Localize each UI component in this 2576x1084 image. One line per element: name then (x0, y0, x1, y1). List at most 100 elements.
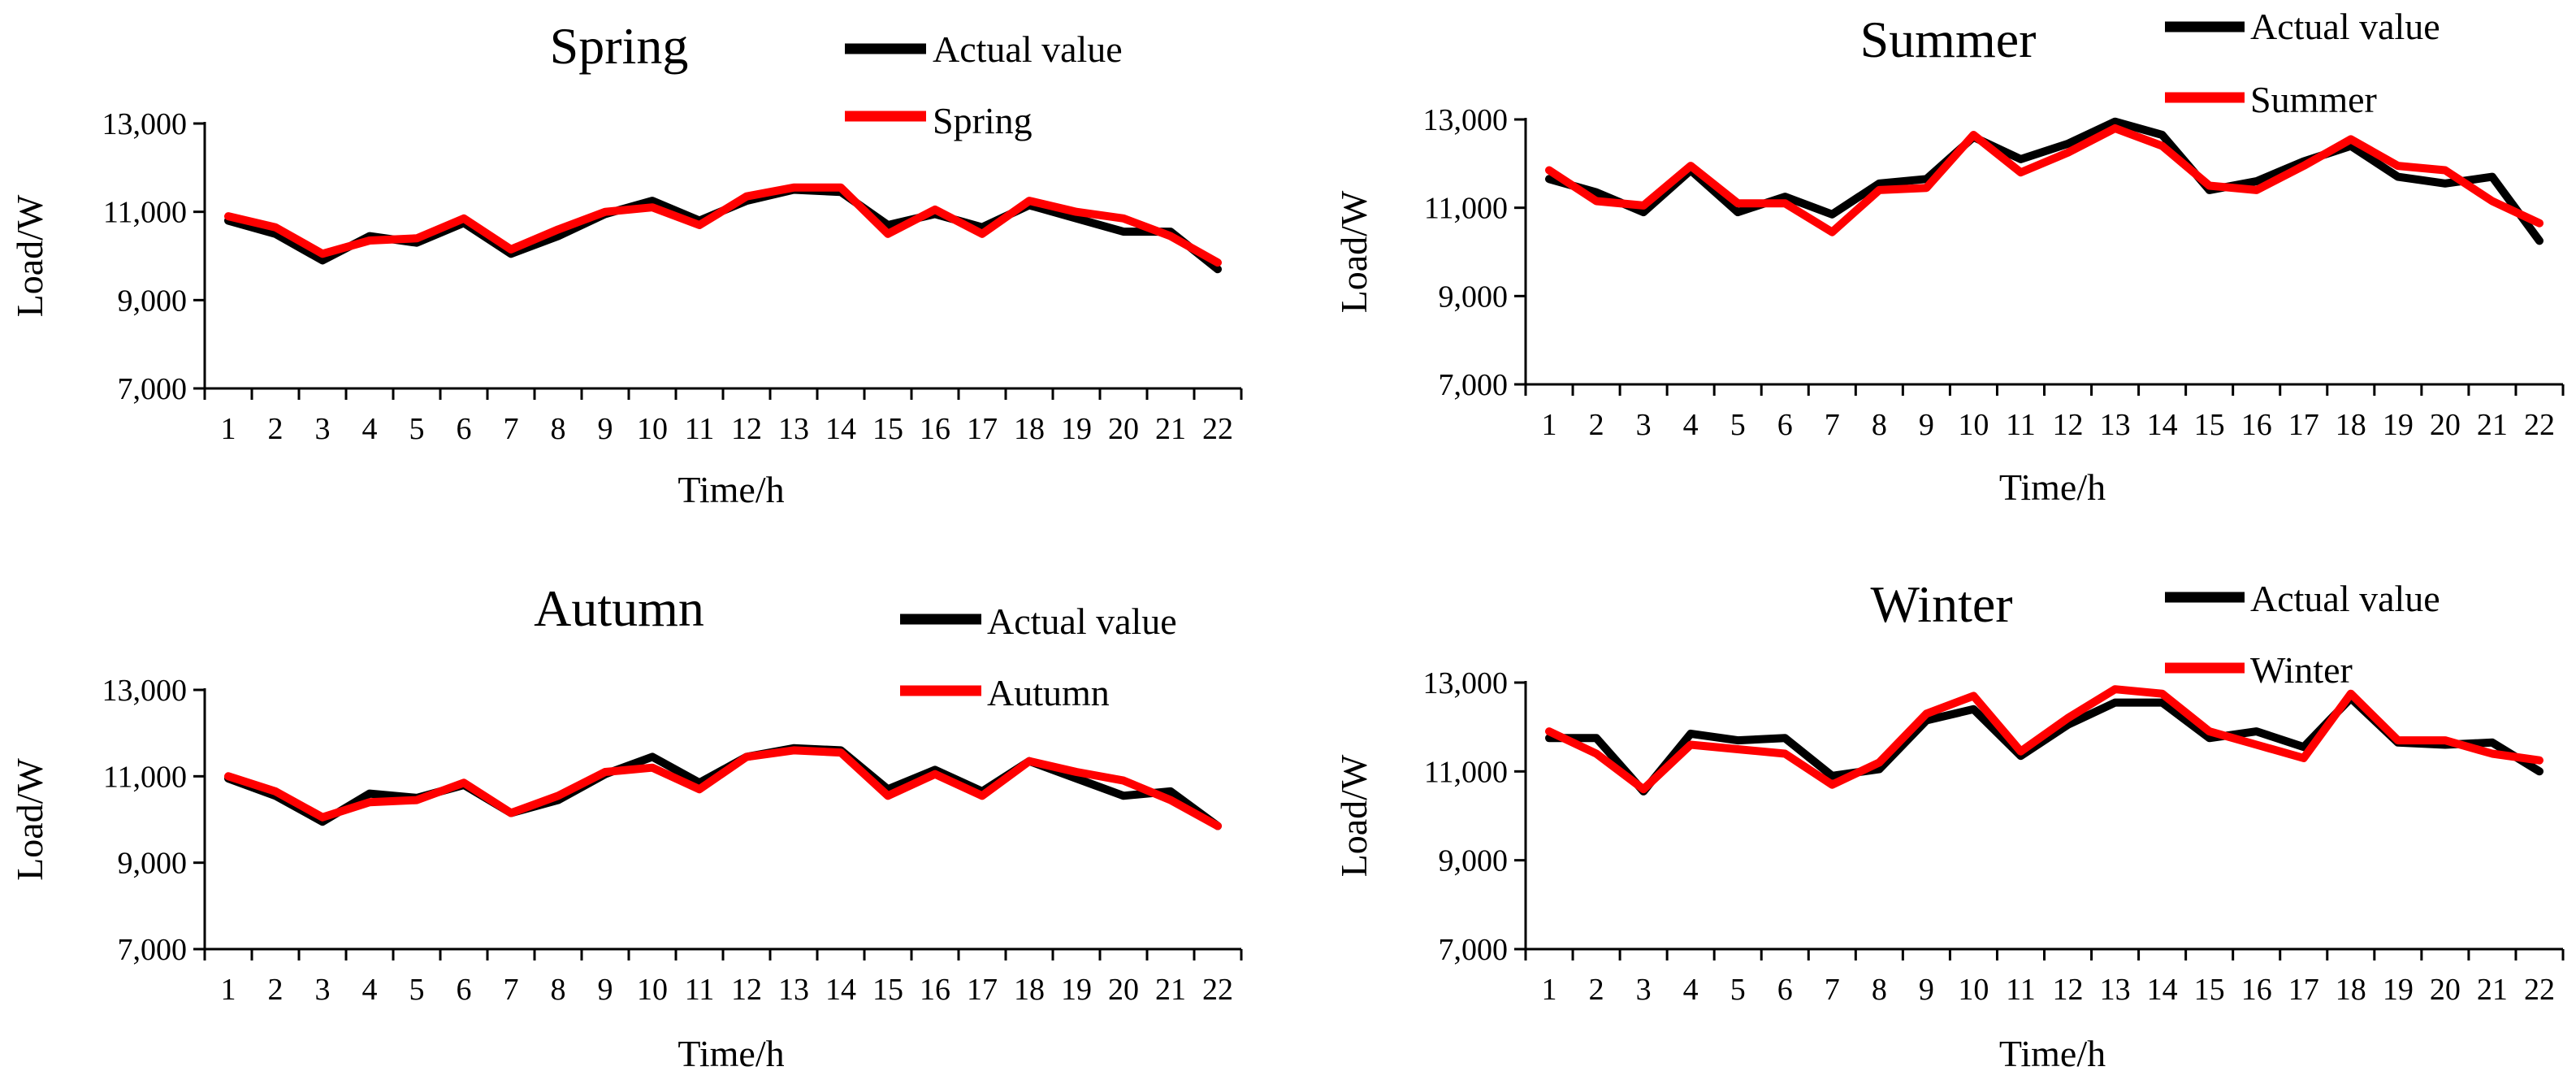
series-line-forecast (224, 183, 1222, 267)
y-tick-label: 11,000 (1424, 192, 1508, 226)
x-tick-label: 11 (2006, 408, 2036, 442)
y-tick-label: 7,000 (118, 933, 188, 967)
x-tick-label: 19 (2383, 973, 2414, 1007)
series-line-forecast (1545, 685, 2544, 794)
chart-title: Autumn (534, 579, 704, 637)
x-tick-label: 1 (221, 973, 236, 1007)
y-tick-label: 9,000 (1439, 844, 1509, 878)
x-tick-label: 7 (504, 412, 519, 446)
y-axis-title: Load/W (9, 194, 50, 317)
y-tick-label: 7,000 (118, 372, 188, 406)
x-axis-title: Time/h (1999, 1033, 2106, 1074)
x-tick-label: 10 (637, 973, 668, 1007)
x-tick-label: 11 (2006, 973, 2036, 1007)
x-tick-label: 2 (268, 412, 284, 446)
x-tick-label: 15 (872, 412, 903, 446)
x-tick-label: 21 (1155, 412, 1186, 446)
legend-label: Winter (2250, 649, 2353, 691)
x-tick-label: 7 (1825, 973, 1840, 1007)
x-tick-label: 20 (2430, 408, 2461, 442)
x-tick-label: 19 (2383, 408, 2414, 442)
chart-title: Spring (550, 17, 689, 75)
chart-title: Summer (1860, 11, 2037, 68)
x-tick-label: 15 (872, 973, 903, 1007)
x-tick-label: 7 (504, 973, 519, 1007)
x-tick-label: 18 (1014, 973, 1045, 1007)
y-tick-label: 13,000 (1423, 666, 1509, 700)
x-tick-label: 14 (2147, 408, 2178, 442)
x-tick-label: 18 (2336, 973, 2366, 1007)
x-tick-label: 4 (1683, 973, 1699, 1007)
y-tick-label: 9,000 (118, 284, 188, 318)
y-axis-title: Load/W (1333, 190, 1375, 313)
x-tick-label: 13 (2100, 973, 2131, 1007)
x-tick-label: 14 (825, 412, 856, 446)
x-tick-label: 22 (1202, 412, 1233, 446)
x-tick-label: 6 (457, 973, 472, 1007)
x-tick-label: 17 (2288, 973, 2319, 1007)
x-tick-label: 12 (731, 973, 762, 1007)
x-tick-label: 21 (2477, 408, 2508, 442)
y-tick-label: 13,000 (102, 674, 188, 708)
x-tick-label: 1 (1542, 408, 1557, 442)
x-tick-label: 18 (1014, 412, 1045, 446)
x-axis-title: Time/h (1999, 466, 2106, 508)
x-tick-label: 8 (551, 973, 566, 1007)
x-tick-label: 12 (731, 412, 762, 446)
x-tick-label: 15 (2194, 973, 2225, 1007)
x-tick-label: 5 (409, 973, 425, 1007)
x-tick-label: 9 (1919, 973, 1934, 1007)
legend-label: Summer (2250, 79, 2377, 120)
x-tick-label: 3 (1636, 973, 1652, 1007)
x-tick-label: 5 (409, 412, 425, 446)
x-tick-label: 21 (1155, 973, 1186, 1007)
x-tick-label: 16 (2241, 973, 2272, 1007)
x-tick-label: 6 (1777, 408, 1793, 442)
x-tick-label: 9 (598, 973, 613, 1007)
x-tick-label: 3 (315, 412, 331, 446)
x-tick-label: 2 (1589, 408, 1604, 442)
x-tick-label: 4 (362, 412, 378, 446)
x-tick-label: 6 (1777, 973, 1793, 1007)
y-tick-label: 7,000 (1439, 368, 1509, 402)
y-tick-label: 7,000 (1439, 933, 1509, 967)
x-tick-label: 12 (2053, 408, 2084, 442)
x-tick-label: 19 (1061, 973, 1092, 1007)
chart-title: Winter (1870, 575, 2012, 633)
x-tick-label: 3 (1636, 408, 1652, 442)
y-axis-title: Load/W (1333, 754, 1375, 877)
series-line-forecast (224, 746, 1222, 830)
x-tick-label: 22 (2524, 408, 2555, 442)
x-axis-title: Time/h (678, 1033, 784, 1074)
x-tick-label: 10 (1958, 973, 1989, 1007)
x-tick-label: 22 (1202, 973, 1233, 1007)
legend-label: Actual value (2250, 578, 2440, 619)
y-tick-label: 13,000 (102, 107, 188, 141)
x-tick-label: 17 (967, 412, 998, 446)
x-tick-label: 18 (2336, 408, 2366, 442)
x-tick-label: 17 (967, 973, 998, 1007)
series-line-actual (1545, 117, 2544, 245)
x-tick-label: 16 (920, 412, 950, 446)
x-tick-label: 13 (778, 412, 809, 446)
x-tick-label: 11 (685, 412, 715, 446)
legend-label: Actual value (933, 28, 1123, 70)
x-tick-label: 22 (2524, 973, 2555, 1007)
x-tick-label: 8 (551, 412, 566, 446)
x-tick-label: 4 (362, 973, 378, 1007)
x-tick-label: 1 (221, 412, 236, 446)
legend-label: Spring (933, 100, 1033, 141)
y-tick-label: 11,000 (103, 760, 187, 794)
x-tick-label: 5 (1730, 408, 1746, 442)
x-tick-label: 10 (1958, 408, 1989, 442)
x-tick-label: 14 (825, 973, 856, 1007)
x-tick-label: 13 (2100, 408, 2131, 442)
series-line-actual (224, 185, 1222, 274)
x-tick-label: 9 (598, 412, 613, 446)
y-tick-label: 9,000 (118, 847, 188, 881)
y-tick-label: 11,000 (103, 196, 187, 230)
